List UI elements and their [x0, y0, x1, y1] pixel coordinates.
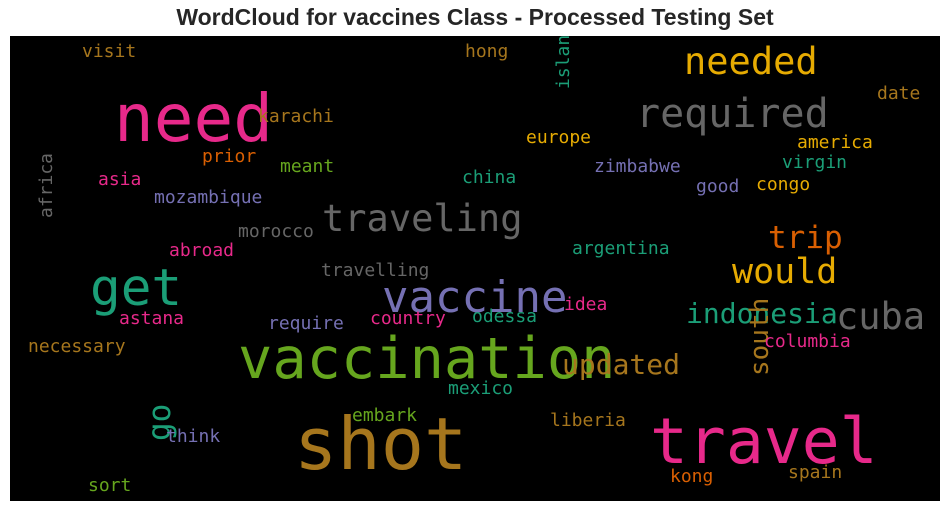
word-meant: meant	[280, 156, 334, 177]
word-shot: shot	[294, 402, 467, 486]
chart-title: WordCloud for vaccines Class - Processed…	[176, 4, 774, 30]
word-liberia: liberia	[550, 410, 626, 431]
word-argentina: argentina	[572, 238, 670, 259]
word-mozambique: mozambique	[154, 187, 262, 208]
word-get: get	[90, 259, 182, 318]
word-prior: prior	[202, 146, 256, 167]
word-asia: asia	[98, 169, 141, 190]
word-country: country	[370, 308, 446, 329]
word-updated: updated	[562, 348, 680, 381]
word-would: would	[732, 252, 837, 292]
word-travel: travel	[650, 405, 878, 478]
word-africa: africa	[36, 153, 57, 218]
word-odessa: odessa	[472, 306, 537, 327]
word-america: america	[797, 132, 873, 153]
word-china: china	[462, 167, 516, 188]
wordcloud-canvas: shot need travel vaccination get vaccine requi…	[10, 36, 940, 501]
word-south: south	[745, 298, 775, 376]
word-embark: embark	[352, 405, 417, 426]
word-columbia: columbia	[764, 331, 851, 352]
word-europe: europe	[526, 127, 591, 148]
word-indonesia: indonesia	[686, 297, 838, 330]
word-hong: hong	[465, 41, 508, 62]
word-good: good	[696, 176, 739, 197]
wordcloud-words: shot need travel vaccination get vaccine requi…	[28, 36, 925, 496]
word-visit: visit	[82, 41, 136, 62]
word-go: go	[142, 404, 178, 441]
word-zimbabwe: zimbabwe	[594, 156, 681, 177]
word-mexico: mexico	[448, 378, 513, 399]
word-idea: idea	[564, 294, 607, 315]
word-required: required	[636, 91, 829, 137]
word-kong: kong	[670, 466, 713, 487]
word-think: think	[166, 426, 220, 447]
word-morocco: morocco	[238, 221, 314, 242]
word-cuba: cuba	[836, 295, 925, 338]
word-need: need	[114, 80, 273, 157]
word-congo: congo	[756, 174, 810, 195]
word-require: require	[268, 313, 344, 334]
word-vaccination: vaccination	[238, 326, 616, 392]
word-date: date	[877, 83, 920, 104]
word-needed: needed	[684, 40, 818, 83]
word-sort: sort	[88, 475, 131, 496]
wordcloud-background	[10, 36, 940, 501]
word-karachi: karachi	[258, 106, 334, 127]
word-travelling: travelling	[321, 260, 429, 281]
word-island: island	[553, 36, 574, 89]
word-abroad: abroad	[169, 240, 234, 261]
word-vaccine: vaccine	[382, 272, 567, 323]
word-astana: astana	[119, 308, 184, 329]
word-traveling: traveling	[322, 197, 522, 240]
word-virgin: virgin	[782, 152, 847, 173]
word-trip: trip	[768, 220, 843, 256]
word-spain: spain	[788, 462, 842, 483]
word-necessary: necessary	[28, 336, 126, 357]
